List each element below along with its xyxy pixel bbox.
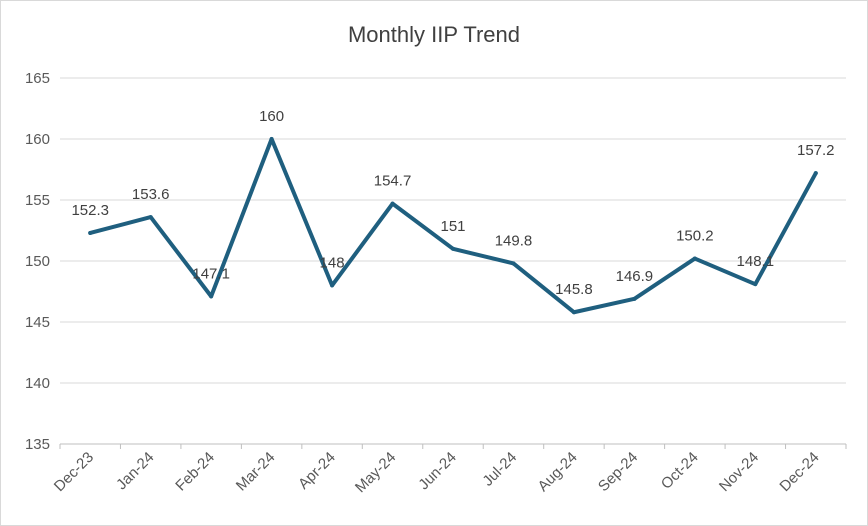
data-label: 148.1 — [737, 253, 775, 270]
data-point — [209, 294, 214, 299]
data-label: 146.9 — [616, 268, 654, 285]
data-point — [571, 310, 576, 315]
x-tick-label: Jan-24 — [113, 449, 157, 493]
x-tick-label: Jul-24 — [479, 449, 520, 490]
data-label: 153.6 — [132, 186, 170, 203]
chart-title: Monthly IIP Trend — [348, 22, 520, 47]
y-tick-label: 145 — [25, 314, 50, 331]
data-label: 147.1 — [192, 265, 230, 282]
data-label: 148 — [320, 254, 345, 271]
x-tick-label: Oct-24 — [658, 449, 702, 493]
x-tick-label: Dec-24 — [776, 449, 822, 495]
data-label: 151 — [440, 218, 465, 235]
data-label: 157.2 — [797, 142, 835, 159]
y-tick-label: 150 — [25, 253, 50, 270]
x-tick-label: Mar-24 — [233, 449, 279, 495]
x-axis: Dec-23 Jan-24 Feb-24 Mar-24 Apr-24 May-24 Jun-… — [51, 444, 847, 496]
y-tick-label: 155 — [25, 192, 50, 209]
data-point — [88, 230, 93, 235]
data-label: 149.8 — [495, 232, 533, 249]
y-tick-label: 165 — [25, 70, 50, 87]
data-label: 152.3 — [71, 202, 109, 219]
y-tick-label: 160 — [25, 131, 50, 148]
gridlines — [60, 77, 846, 445]
x-tick-label: Sep-24 — [595, 449, 641, 495]
data-point — [511, 261, 516, 266]
data-label: 145.8 — [555, 281, 593, 298]
data-label: 150.2 — [676, 228, 714, 245]
data-point — [813, 171, 818, 176]
data-point — [148, 215, 153, 220]
y-tick-label: 135 — [25, 436, 50, 453]
x-tick-label: Nov-24 — [716, 449, 762, 495]
series-layer — [88, 137, 818, 315]
data-point — [692, 256, 697, 261]
x-tick-label: Aug-24 — [535, 449, 581, 495]
data-point — [753, 282, 758, 287]
data-point — [330, 283, 335, 288]
x-tick-label: Dec-23 — [51, 449, 97, 495]
x-tick-label: Jun-24 — [415, 449, 459, 493]
data-point — [451, 246, 455, 251]
data-point — [632, 296, 637, 301]
x-tick-label: May-24 — [352, 449, 399, 496]
data-point — [390, 201, 395, 206]
data-label: 154.7 — [374, 173, 412, 190]
y-axis: 135 140 145 150 155 160 165 — [25, 70, 50, 453]
data-label: 160 — [259, 108, 284, 125]
data-point — [269, 137, 274, 141]
x-tick-label: Apr-24 — [295, 449, 339, 493]
data-labels: 152.3 153.6 147.1 160 148 154.7 151 149.8 145.8 1… — [71, 108, 834, 298]
x-tick-label: Feb-24 — [172, 449, 218, 495]
y-tick-label: 140 — [25, 375, 50, 392]
